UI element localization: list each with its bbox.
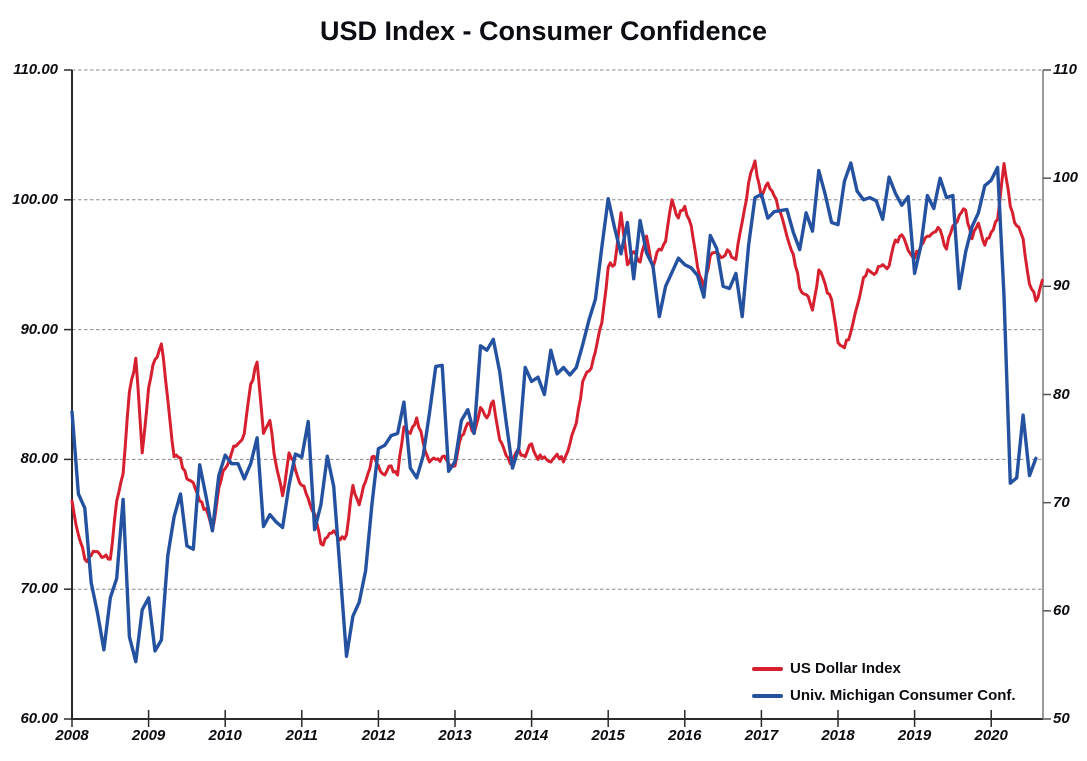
legend-label-michigan-conf: Univ. Michigan Consumer Conf. [790, 687, 1016, 704]
left-axis-tick-label: 60.00 [20, 710, 58, 727]
left-axis-tick-label: 80.00 [20, 450, 58, 468]
right-axis-tick-label: 50 [1053, 710, 1070, 727]
legend-item-michigan-conf: Univ. Michigan Consumer Conf. [752, 682, 1016, 709]
legend: US Dollar Index Univ. Michigan Consumer … [752, 655, 1016, 709]
right-axis-tick-label: 60 [1053, 601, 1070, 619]
right-axis-tick-label: 110 [1053, 61, 1077, 78]
left-axis-tick-label: 70.00 [20, 580, 58, 598]
left-axis-tick-label: 100.00 [12, 190, 58, 208]
x-axis-tick-label: 2008 [55, 727, 89, 744]
legend-label-usd-index: US Dollar Index [790, 660, 901, 677]
chart-title: USD Index - Consumer Confidence [319, 16, 768, 46]
right-axis-tick-label: 80 [1053, 385, 1070, 403]
right-axis-tick-label: 100 [1053, 169, 1079, 187]
x-axis-tick-label: 2019 [897, 727, 932, 744]
x-axis-tick-label: 2011 [285, 727, 318, 744]
usd-index-line [70, 159, 1044, 564]
x-axis-tick-label: 2014 [514, 727, 549, 744]
left-axis-tick-label: 110.00 [13, 61, 58, 78]
michigan-conf-line [70, 161, 1038, 664]
usd-index-line-swatch [752, 666, 783, 671]
x-axis-tick-label: 2009 [131, 727, 166, 744]
right-axis-tick-label: 90 [1053, 277, 1070, 295]
x-axis-tick-label: 2010 [208, 727, 242, 744]
x-axis-tick-label: 2015 [591, 727, 625, 744]
x-axis-tick-label: 2017 [744, 727, 779, 744]
x-axis-tick-label: 2018 [821, 727, 855, 744]
x-axis-tick-label: 2016 [668, 727, 702, 744]
right-axis-tick-label: 70 [1053, 493, 1070, 511]
legend-item-usd-index: US Dollar Index [752, 655, 1016, 682]
x-axis-tick-label: 2012 [361, 727, 396, 744]
michigan-conf-line-swatch [752, 693, 783, 698]
left-axis-tick-label: 90.00 [20, 320, 58, 338]
x-axis-tick-label: 2020 [974, 727, 1008, 744]
x-axis-tick-label: 2013 [438, 727, 472, 744]
